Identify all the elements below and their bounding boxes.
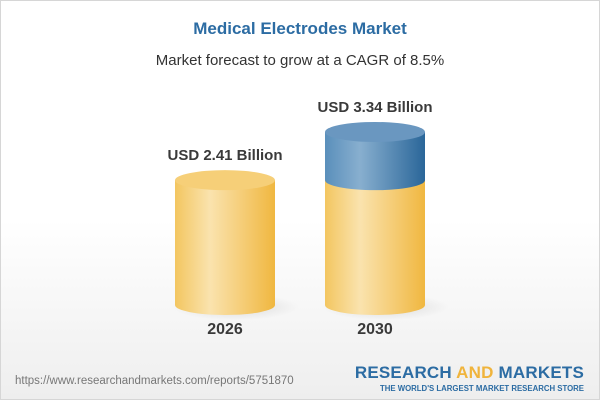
- research-and-markets-logo: RESEARCH AND MARKETS THE WORLD'S LARGEST…: [354, 363, 584, 394]
- bar-2030-increment: [325, 131, 425, 191]
- chart-title: Medical Electrodes Market: [193, 19, 407, 38]
- chart-subtitle: Market forecast to grow at a CAGR of 8.5…: [155, 52, 445, 69]
- logo-text: MARKETS: [493, 363, 584, 382]
- logo-text: RESEARCH: [354, 363, 457, 382]
- bar-top: [325, 121, 425, 142]
- bar-2026: [175, 180, 275, 315]
- category-label: 2026: [207, 321, 243, 338]
- bar-top: [175, 170, 275, 191]
- category-label: 2030: [357, 321, 393, 338]
- logo-text-and: AND: [456, 363, 494, 382]
- data-label: USD 2.41 Billion: [167, 147, 282, 164]
- logo-tagline: THE WORLD'S LARGEST MARKET RESEARCH STOR…: [379, 384, 584, 393]
- bar-2030-base: [325, 180, 425, 315]
- source-url[interactable]: https://www.researchandmarkets.com/repor…: [15, 375, 294, 387]
- data-label: USD 3.34 Billion: [317, 99, 432, 116]
